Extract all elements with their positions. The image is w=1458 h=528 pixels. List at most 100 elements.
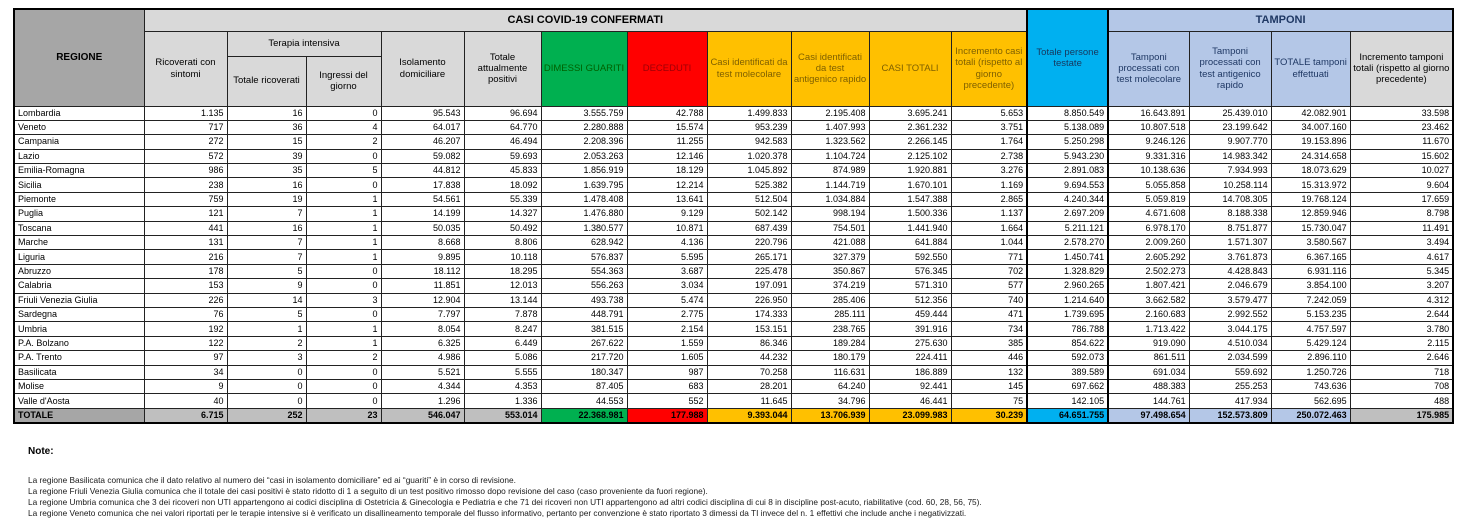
value-cell: 16.643.891 bbox=[1107, 105, 1190, 121]
value-cell: 1.571.307 bbox=[1188, 235, 1272, 251]
value-cell: 3.761.873 bbox=[1188, 249, 1272, 265]
table-row: Molise 9 0 0 4.344 4.353 87.405 683 28.201 64.240… bbox=[13, 378, 1454, 395]
value-cell: 3 bbox=[226, 350, 307, 366]
value-cell: 5.055.858 bbox=[1107, 177, 1190, 193]
value-cell: 1.547.388 bbox=[868, 191, 952, 208]
value-cell: 998.194 bbox=[790, 206, 870, 222]
value-cell: 1.328.829 bbox=[1026, 263, 1110, 280]
value-cell: 553.014 bbox=[463, 407, 542, 424]
value-cell: 1.380.577 bbox=[540, 220, 628, 237]
value-cell: 16 bbox=[226, 105, 307, 121]
value-cell: 1.605 bbox=[626, 350, 708, 366]
header-dimessi-guariti: DIMESSI GUARITI bbox=[540, 30, 628, 107]
value-cell: 11.851 bbox=[380, 278, 465, 294]
value-cell: 19.153.896 bbox=[1270, 134, 1351, 150]
value-cell: 8.798 bbox=[1349, 206, 1454, 222]
value-cell: 46.207 bbox=[380, 134, 465, 150]
header-ricoverati-con-sintomi: Ricoverati con sintomi bbox=[143, 30, 228, 107]
value-cell: 18.073.629 bbox=[1270, 163, 1351, 179]
value-cell: 3.580.567 bbox=[1270, 235, 1351, 251]
header-incremento-casi-totali: Incremento casi totali (rispetto al gior… bbox=[950, 30, 1028, 107]
value-cell: 23 bbox=[305, 407, 382, 424]
value-cell: 3.662.582 bbox=[1107, 292, 1190, 308]
value-cell: 2.208.396 bbox=[540, 134, 628, 150]
region-cell: Umbria bbox=[13, 321, 145, 337]
value-cell: 116.631 bbox=[790, 364, 870, 380]
value-cell: 87.405 bbox=[540, 378, 628, 395]
value-cell: 3.034 bbox=[626, 278, 708, 294]
value-cell: 1.856.919 bbox=[540, 163, 628, 179]
region-cell: P.A. Trento bbox=[13, 350, 145, 366]
value-cell: 12.146 bbox=[626, 148, 708, 165]
value-cell: 525.382 bbox=[706, 177, 792, 193]
region-cell: TOTALE bbox=[13, 407, 145, 424]
value-cell: 1.920.881 bbox=[868, 163, 952, 179]
table-row: P.A. Bolzano 122 2 1 6.325 6.449 267.622 1.559 8… bbox=[13, 335, 1454, 352]
table-row: Marche 131 7 1 8.668 8.806 628.942 4.136 220.796… bbox=[13, 235, 1454, 251]
value-cell: 7.934.993 bbox=[1188, 163, 1272, 179]
value-cell: 2.960.265 bbox=[1026, 278, 1110, 294]
value-cell: 697.662 bbox=[1026, 378, 1110, 395]
value-cell: 5.211.121 bbox=[1026, 220, 1110, 237]
value-cell: 2.195.408 bbox=[790, 105, 870, 121]
value-cell: 42.788 bbox=[626, 105, 708, 121]
value-cell: 33.598 bbox=[1349, 105, 1454, 121]
region-cell: Veneto bbox=[13, 119, 145, 136]
value-cell: 64.240 bbox=[790, 378, 870, 395]
value-cell: 153 bbox=[143, 278, 228, 294]
covid-table: REGIONE CASI COVID-19 CONFERMATI Totale … bbox=[13, 8, 1455, 425]
value-cell: 14.983.342 bbox=[1188, 148, 1272, 165]
value-cell: 592.073 bbox=[1026, 350, 1110, 366]
region-cell: Puglia bbox=[13, 206, 145, 222]
value-cell: 446 bbox=[950, 350, 1028, 366]
region-cell: Liguria bbox=[13, 249, 145, 265]
value-cell: 556.263 bbox=[540, 278, 628, 294]
region-cell: Basilicata bbox=[13, 364, 145, 380]
value-cell: 5 bbox=[305, 163, 382, 179]
value-cell: 417.934 bbox=[1188, 393, 1272, 409]
value-cell: 10.807.518 bbox=[1107, 119, 1190, 136]
value-cell: 3.044.175 bbox=[1188, 321, 1272, 337]
value-cell: 97 bbox=[143, 350, 228, 366]
value-cell: 24.314.658 bbox=[1270, 148, 1351, 165]
value-cell: 1.336 bbox=[463, 393, 542, 409]
value-cell: 75 bbox=[950, 393, 1028, 409]
value-cell: 0 bbox=[305, 306, 382, 323]
region-cell: Emilia-Romagna bbox=[13, 163, 145, 179]
notes-title: Note: bbox=[28, 446, 54, 458]
value-cell: 18.295 bbox=[463, 263, 542, 280]
value-cell: 132 bbox=[950, 364, 1028, 380]
value-cell: 1 bbox=[305, 220, 382, 237]
value-cell: 5.153.235 bbox=[1270, 306, 1351, 323]
value-cell: 5.555 bbox=[463, 364, 542, 380]
value-cell: 0 bbox=[305, 105, 382, 121]
value-cell: 174.333 bbox=[706, 306, 792, 323]
value-cell: 34.796 bbox=[790, 393, 870, 409]
value-cell: 0 bbox=[305, 364, 382, 380]
value-cell: 76 bbox=[143, 306, 228, 323]
value-cell: 225.478 bbox=[706, 263, 792, 280]
value-cell: 4.136 bbox=[626, 235, 708, 251]
value-cell: 2.896.110 bbox=[1270, 350, 1351, 366]
note-line: La regione Umbria comunica che 3 dei ric… bbox=[28, 496, 982, 507]
value-cell: 12.859.946 bbox=[1270, 206, 1351, 222]
value-cell: 552 bbox=[626, 393, 708, 409]
value-cell: 4.510.034 bbox=[1188, 335, 1272, 352]
value-cell: 687.439 bbox=[706, 220, 792, 237]
value-cell: 96.694 bbox=[463, 105, 542, 121]
value-cell: 17.659 bbox=[1349, 191, 1454, 208]
value-cell: 1.250.726 bbox=[1270, 364, 1351, 380]
value-cell: 192 bbox=[143, 321, 228, 337]
value-cell: 759 bbox=[143, 191, 228, 208]
table-header: REGIONE CASI COVID-19 CONFERMATI Totale … bbox=[13, 8, 1454, 107]
value-cell: 8.188.338 bbox=[1188, 206, 1272, 222]
value-cell: 10.027 bbox=[1349, 163, 1454, 179]
value-cell: 4.428.843 bbox=[1188, 263, 1272, 280]
value-cell: 743.636 bbox=[1270, 378, 1351, 395]
value-cell: 2.280.888 bbox=[540, 119, 628, 136]
value-cell: 1.476.880 bbox=[540, 206, 628, 222]
value-cell: 4.312 bbox=[1349, 292, 1454, 308]
table-row: Sardegna 76 5 0 7.797 7.878 448.791 2.775 174.33… bbox=[13, 306, 1454, 323]
value-cell: 2.578.270 bbox=[1026, 235, 1110, 251]
